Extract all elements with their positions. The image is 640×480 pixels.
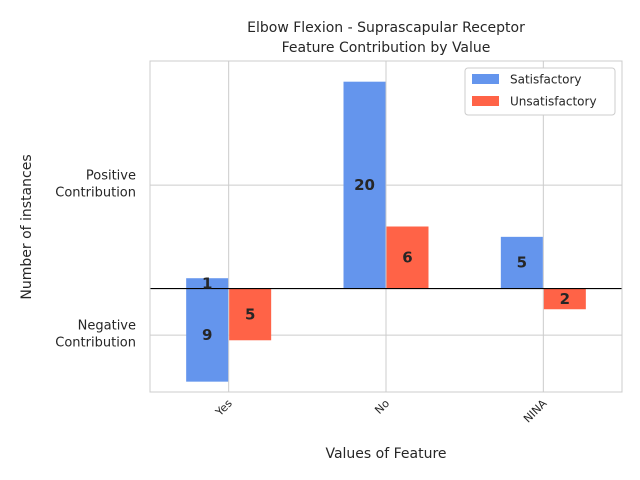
bar-unsatisfactory-yes-negative [229, 288, 272, 341]
x-tick-label-yes: Yes [212, 397, 235, 420]
x-axis-label: Values of Feature [325, 446, 446, 462]
bar-label-satisfactory-0: 1 [202, 274, 212, 292]
grid [150, 61, 622, 392]
bar-labels: 1 9 20 5 5 6 2 [202, 176, 570, 344]
bar-satisfactory-yes-positive [186, 278, 229, 289]
y-tick-label-1-line-0: Negative [78, 319, 136, 334]
bar-label-satisfactory-2: 20 [354, 176, 375, 194]
bar-label-satisfactory-1: 9 [202, 326, 212, 344]
bar-satisfactory-yes-negative [186, 288, 229, 382]
bar-label-unsatisfactory-1: 6 [402, 249, 412, 267]
bar-unsatisfactory-nina-negative [543, 288, 586, 310]
bar-label-unsatisfactory-0: 5 [245, 305, 255, 323]
y-tick-label-0-line-0: Positive [86, 169, 136, 184]
bars [186, 81, 586, 382]
x-tick-label-nina: NINA [521, 397, 550, 426]
bar-label-satisfactory-3: 5 [517, 254, 527, 272]
legend-box [464, 67, 616, 116]
y-tick-label-0-line-1: Contribution [55, 186, 136, 201]
legend-swatch-unsatisfactory [472, 96, 499, 106]
legend-swatch-satisfactory [472, 74, 499, 84]
bar-label-unsatisfactory-2: 2 [560, 290, 570, 308]
legend: Satisfactory Unsatisfactory [464, 67, 616, 116]
y-axis-label: Number of instances [19, 154, 35, 299]
legend-label-unsatisfactory: Unsatisfactory [510, 95, 597, 109]
legend-label-satisfactory: Satisfactory [510, 73, 582, 87]
y-tick-label-1-line-1: Contribution [55, 336, 136, 351]
x-tick-labels: Yes No NINA [212, 397, 549, 426]
bar-satisfactory-no-positive [343, 81, 386, 289]
plot-frame [149, 60, 623, 393]
bar-satisfactory-nina-positive [500, 236, 543, 289]
chart-title-line-2: Feature Contribution by Value [282, 40, 491, 56]
y-tick-labels: Positive Contribution Negative Contribution [55, 169, 136, 351]
chart-title-line-1: Elbow Flexion - Suprascapular Receptor [247, 20, 525, 36]
bar-unsatisfactory-no-positive [386, 226, 429, 289]
x-tick-label-no: No [372, 397, 392, 417]
